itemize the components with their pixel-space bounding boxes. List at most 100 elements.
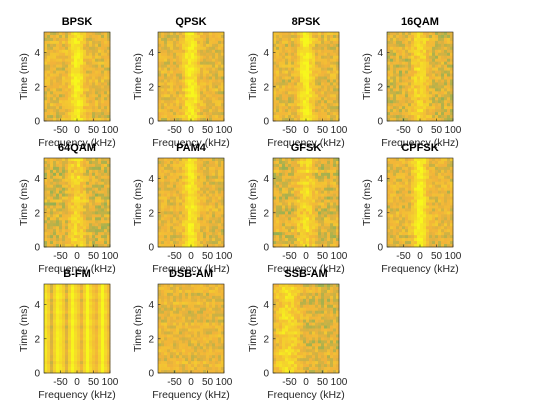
heatmap-cell <box>291 175 295 180</box>
heatmap-cell <box>288 158 292 162</box>
heatmap-cell <box>185 82 189 86</box>
heatmap-cell <box>276 34 280 39</box>
heatmap-cell <box>315 52 319 57</box>
heatmap-cell <box>212 55 216 60</box>
heatmap-cell <box>65 49 69 54</box>
heatmap-cell <box>89 214 93 218</box>
heatmap-cell <box>294 172 298 177</box>
heatmap-cell <box>104 169 108 174</box>
heatmap-cell <box>414 52 418 57</box>
heatmap-cell <box>47 118 51 122</box>
heatmap-cell <box>179 88 183 92</box>
heatmap-cell <box>200 100 204 104</box>
heatmap-cell <box>164 190 168 194</box>
heatmap-cell <box>203 32 207 36</box>
heatmap-cell <box>215 181 219 186</box>
heatmap-cell <box>59 64 63 68</box>
heatmap-cell <box>297 70 301 74</box>
heatmap-cell <box>56 211 60 215</box>
heatmap-cell <box>405 100 409 104</box>
heatmap-cell <box>77 226 81 230</box>
heatmap-cell <box>402 73 406 77</box>
heatmap-cell <box>291 208 295 212</box>
heatmap-cell <box>80 82 84 86</box>
heatmap-cell <box>303 58 307 63</box>
heatmap-cell <box>303 94 307 98</box>
heatmap-cell <box>215 238 219 242</box>
heatmap-cell <box>215 169 219 174</box>
heatmap-cell <box>306 172 310 177</box>
heatmap-cell <box>161 244 165 248</box>
heatmap-cell <box>215 226 219 230</box>
heatmap-cell <box>438 61 442 65</box>
heatmap-cell <box>83 235 87 239</box>
heatmap-cell <box>77 232 81 236</box>
heatmap-cell <box>65 94 69 98</box>
heatmap-cell <box>104 220 108 224</box>
heatmap-cell <box>203 76 207 80</box>
heatmap-cell <box>92 178 96 183</box>
heatmap-cell <box>327 100 331 104</box>
heatmap-cell <box>312 229 316 233</box>
heatmap-cell <box>77 199 81 203</box>
heatmap-cell <box>321 88 325 92</box>
heatmap-cell <box>179 229 183 233</box>
heatmap-cell <box>47 97 51 101</box>
heatmap-cell <box>306 217 310 221</box>
heatmap-cell <box>95 103 99 107</box>
heatmap-cell <box>206 52 210 57</box>
heatmap-cell <box>74 91 78 95</box>
heatmap-cell <box>291 223 295 227</box>
heatmap-cell <box>303 97 307 101</box>
heatmap-cell <box>200 217 204 221</box>
heatmap-cell <box>297 158 301 162</box>
heatmap-cell <box>65 158 69 162</box>
heatmap-cell <box>83 172 87 177</box>
heatmap-cell <box>327 49 331 54</box>
heatmap-cell <box>221 190 225 194</box>
heatmap-cell <box>176 193 180 197</box>
heatmap-cell <box>330 235 334 239</box>
heatmap-cell <box>390 52 394 57</box>
heatmap-cell <box>221 235 225 239</box>
heatmap-cell <box>411 32 415 36</box>
heatmap-cell <box>312 43 316 48</box>
heatmap-cell <box>309 160 313 165</box>
heatmap-cell <box>206 193 210 197</box>
heatmap-cell <box>294 40 298 45</box>
heatmap-cell <box>56 40 60 45</box>
heatmap-cell <box>429 79 433 83</box>
heatmap-cell <box>197 32 201 36</box>
heatmap-cell <box>209 32 213 36</box>
heatmap-cell <box>71 193 75 197</box>
heatmap-cell <box>86 244 90 248</box>
heatmap-cell <box>318 160 322 165</box>
heatmap-cell <box>158 158 162 162</box>
heatmap-cell <box>312 94 316 98</box>
heatmap-cell <box>324 199 328 203</box>
heatmap-cell <box>423 70 427 74</box>
heatmap-cell <box>107 46 111 51</box>
heatmap-cell <box>194 166 198 171</box>
heatmap-cell <box>215 61 219 65</box>
heatmap-cell <box>185 217 189 221</box>
heatmap-cell <box>276 112 280 116</box>
heatmap-cell <box>411 82 415 86</box>
heatmap-cell <box>215 55 219 60</box>
heatmap-cell <box>89 109 93 113</box>
heatmap-cell <box>161 235 165 239</box>
heatmap-cell <box>107 97 111 101</box>
heatmap-cell <box>197 43 201 48</box>
heatmap-cell <box>218 61 222 65</box>
heatmap-cell <box>104 190 108 194</box>
heatmap-cell <box>167 172 171 177</box>
heatmap-cell <box>50 94 54 98</box>
heatmap-cell <box>212 82 216 86</box>
heatmap-cell <box>330 73 334 77</box>
heatmap-cell <box>74 232 78 236</box>
heatmap-cell <box>387 169 391 174</box>
heatmap-cell <box>200 43 204 48</box>
heatmap-cell <box>429 106 433 110</box>
heatmap-cell <box>107 73 111 77</box>
heatmap-cell <box>65 118 69 122</box>
